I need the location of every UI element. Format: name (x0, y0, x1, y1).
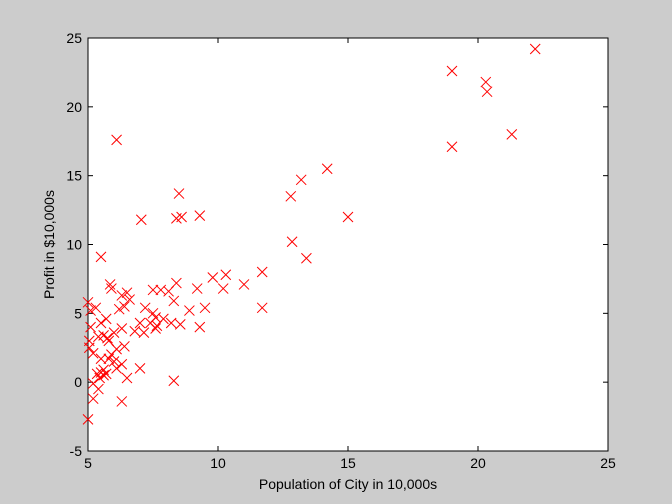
data-point (116, 323, 128, 334)
data-point (301, 252, 312, 264)
data-points (82, 43, 541, 425)
data-point (199, 302, 211, 314)
data-point (108, 327, 120, 338)
x-tick-label: 10 (210, 455, 226, 471)
data-point (113, 303, 125, 315)
data-point (529, 43, 541, 55)
y-tick-label: 20 (66, 99, 82, 115)
data-point (168, 295, 180, 307)
x-tick-label: 15 (340, 455, 356, 471)
data-point (93, 331, 104, 343)
data-point (217, 283, 229, 294)
data-point (342, 211, 354, 223)
x-tick-label: 25 (600, 455, 616, 471)
x-axis-label: Population of City in 10,000s (259, 476, 437, 492)
data-point (285, 190, 297, 202)
data-point (111, 134, 122, 146)
data-point (194, 210, 206, 221)
data-point (93, 383, 104, 395)
data-point (151, 320, 163, 332)
data-point (119, 341, 130, 352)
data-point (100, 368, 112, 380)
data-point (174, 318, 186, 330)
data-point (163, 285, 174, 297)
data-point (194, 321, 206, 333)
y-tick-label: 5 (74, 305, 82, 321)
y-tick-label: -5 (70, 443, 83, 459)
data-point (481, 86, 493, 98)
data-point (95, 353, 107, 365)
data-point (176, 211, 187, 223)
data-point (147, 284, 159, 296)
data-point (184, 305, 195, 316)
data-point (90, 302, 102, 314)
y-tick-label: 25 (66, 30, 82, 46)
x-tick-label: 20 (470, 455, 486, 471)
axis-ticks (87, 37, 609, 452)
data-point (446, 141, 458, 153)
data-point (83, 342, 95, 354)
data-point (95, 251, 107, 263)
data-point (220, 269, 232, 281)
data-point (100, 313, 112, 325)
y-tick-label: 10 (66, 237, 82, 253)
data-point (102, 332, 113, 344)
data-point (121, 372, 133, 384)
data-point (191, 283, 203, 294)
x-tick-label: 5 (84, 455, 92, 471)
data-point (207, 272, 219, 283)
y-tick-label: 0 (74, 374, 82, 390)
data-point (87, 347, 99, 359)
y-axis-label: Profit in $10,000s (41, 190, 57, 299)
data-point (121, 287, 133, 299)
data-point (129, 325, 141, 337)
data-point (98, 369, 109, 381)
data-point (82, 296, 94, 308)
data-point (116, 290, 128, 301)
data-point (82, 413, 94, 425)
data-point (168, 375, 180, 387)
data-point (106, 349, 117, 360)
data-point (295, 174, 307, 186)
data-point (104, 279, 116, 290)
plot-area (87, 37, 609, 452)
tick-labels: 5 10 15 20 25 -5 0 5 10 15 20 25 (66, 30, 616, 471)
data-point (111, 363, 122, 374)
data-point (87, 393, 99, 405)
data-point (134, 363, 146, 374)
data-point (116, 396, 128, 407)
data-point (506, 129, 518, 140)
data-point (116, 358, 128, 370)
data-point (95, 317, 107, 329)
data-point (480, 76, 492, 88)
data-point (173, 188, 185, 199)
data-point (138, 327, 150, 338)
data-point (238, 279, 250, 290)
data-point (108, 356, 120, 367)
data-point (321, 163, 333, 175)
data-point (135, 214, 147, 226)
data-point (85, 321, 96, 333)
data-point (150, 323, 161, 334)
data-point (134, 317, 146, 329)
data-point (139, 302, 151, 314)
data-point (106, 283, 117, 294)
data-point (124, 294, 135, 305)
data-point (165, 317, 177, 329)
data-point (446, 65, 458, 77)
data-point (119, 301, 130, 312)
data-point (286, 236, 298, 248)
data-point (85, 305, 96, 316)
data-point (256, 302, 268, 314)
data-point (256, 266, 268, 278)
y-tick-label: 15 (66, 168, 82, 184)
